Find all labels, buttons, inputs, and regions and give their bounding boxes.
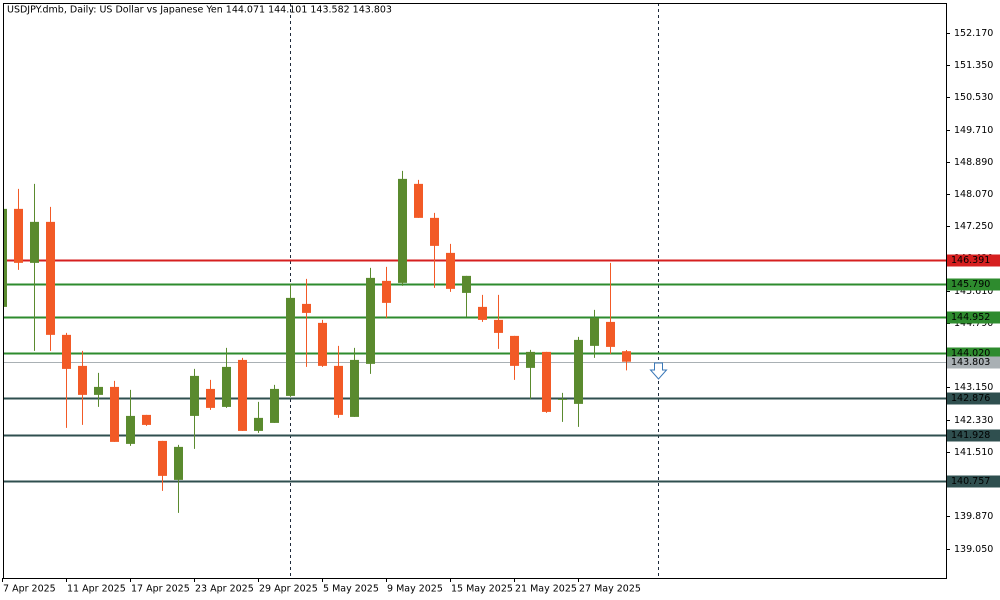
plot-area	[3, 3, 946, 578]
price-label-box	[947, 429, 1000, 442]
candle-body	[526, 351, 535, 368]
y-tick-label: 148.890	[954, 157, 993, 168]
price-label: 140.757	[951, 476, 990, 487]
candle-body	[606, 321, 615, 347]
candle-body	[382, 280, 391, 303]
x-tick-label: 15 May 2025	[451, 584, 513, 595]
candle-body	[222, 366, 231, 407]
candle-body	[30, 221, 39, 263]
candle-body	[302, 303, 311, 313]
y-tick-label: 148.070	[954, 189, 993, 200]
candle-body	[3, 208, 7, 307]
candle-body	[478, 306, 487, 320]
candles	[3, 170, 631, 513]
y-tick-label: 139.050	[954, 544, 993, 555]
y-tick-label: 149.710	[954, 125, 993, 136]
candle-body	[110, 386, 119, 442]
y-tick-label: 143.150	[954, 382, 993, 393]
x-tick-label: 7 Apr 2025	[3, 584, 56, 595]
y-tick-label: 145.610	[954, 286, 993, 297]
price-label: 146.391	[951, 255, 990, 266]
sell-arrow-icon	[649, 362, 668, 380]
y-tick-label: 141.510	[954, 447, 993, 458]
price-label: 143.803	[951, 357, 990, 368]
price-label-box	[947, 278, 1000, 291]
candle-body	[414, 183, 423, 218]
candle-body	[190, 375, 199, 416]
y-tick-label: 147.250	[954, 221, 993, 232]
candle-body	[446, 252, 455, 289]
candle-body	[318, 322, 327, 366]
price-label: 141.928	[951, 430, 990, 441]
candle-body	[350, 359, 359, 417]
candle-body	[158, 440, 167, 476]
candle-body	[334, 365, 343, 415]
y-tick-label: 142.330	[954, 415, 993, 426]
price-label-box	[947, 356, 1000, 369]
candle-body	[126, 415, 135, 444]
x-tick-label: 29 Apr 2025	[259, 584, 318, 595]
candle-body	[462, 275, 471, 293]
price-label-box	[947, 254, 1000, 267]
candle-body	[14, 208, 23, 263]
x-tick-label: 21 May 2025	[515, 584, 577, 595]
x-tick-label: 23 Apr 2025	[195, 584, 254, 595]
chart-title: USDJPY.dmb, Daily: US Dollar vs Japanese…	[7, 5, 392, 16]
x-tick-label: 5 May 2025	[323, 584, 379, 595]
candle-body	[590, 317, 599, 346]
price-label-box	[947, 475, 1000, 488]
levels	[3, 259, 946, 483]
candle-body	[542, 351, 551, 412]
level-labels: 146.391 145.790 144.952 144.020 142.876 141.9…	[947, 254, 1000, 488]
candle-body	[510, 335, 519, 366]
y-tick-label: 152.170	[954, 28, 993, 39]
price-label: 144.020	[951, 348, 990, 359]
price-label: 142.876	[951, 393, 990, 404]
candle-body	[78, 365, 87, 395]
candle-body	[398, 178, 407, 283]
x-tick-label: 17 Apr 2025	[131, 584, 190, 595]
price-label-box	[947, 311, 1000, 324]
candle-body	[254, 417, 263, 431]
price-label: 145.790	[951, 279, 990, 290]
candle-body	[174, 446, 183, 480]
y-tick-label: 150.530	[954, 92, 993, 103]
y-tick-label: 151.350	[954, 60, 993, 71]
candle-body	[270, 388, 279, 423]
candle-body	[46, 221, 55, 335]
candle-body	[94, 386, 103, 395]
candle-body	[430, 217, 439, 246]
candle-body	[622, 351, 631, 362]
y-tick-label: 139.870	[954, 511, 993, 522]
candle-body	[558, 398, 567, 400]
candle-body	[206, 388, 215, 408]
x-tick-label: 11 Apr 2025	[67, 584, 126, 595]
candle-body	[62, 334, 71, 369]
candle-body	[574, 339, 583, 404]
candle-body	[142, 414, 151, 425]
candle-body	[494, 319, 503, 333]
candle-body	[238, 359, 247, 431]
candle-body	[286, 297, 295, 396]
price-label-box	[947, 392, 1000, 405]
candle-body	[366, 277, 375, 364]
price-label: 144.952	[951, 312, 990, 323]
x-tick-label: 27 May 2025	[579, 584, 641, 595]
x-tick-label: 9 May 2025	[387, 584, 443, 595]
